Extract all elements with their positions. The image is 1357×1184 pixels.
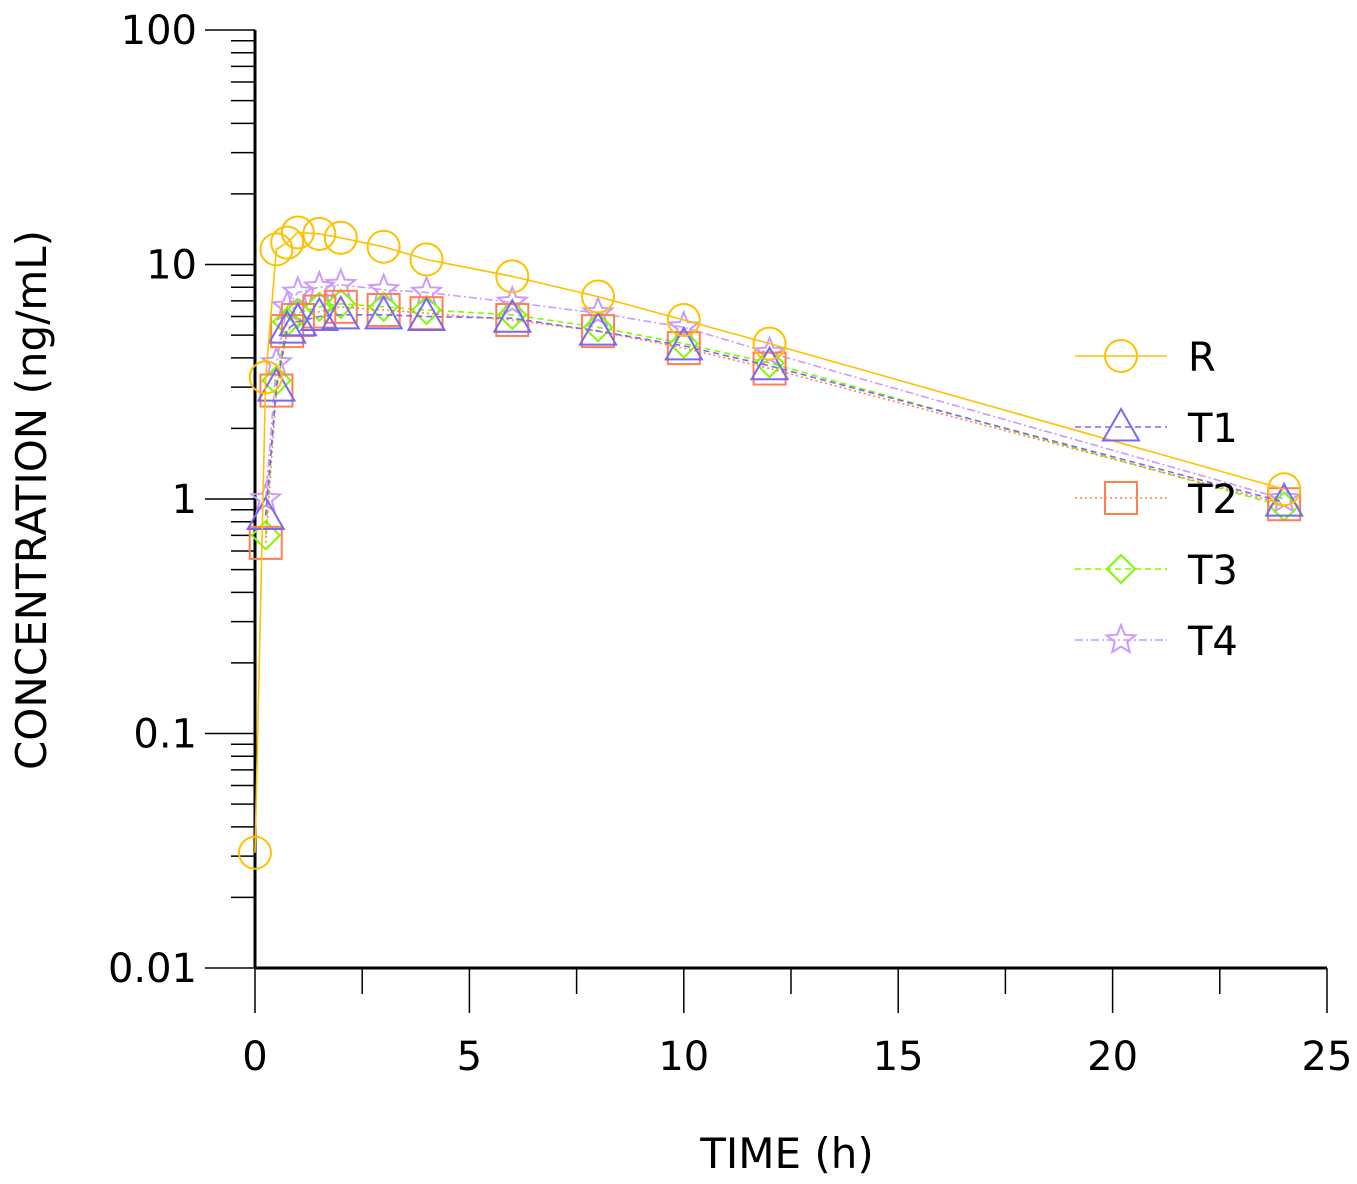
- data-point-R: [280, 215, 315, 250]
- legend-marker: [1104, 481, 1138, 515]
- data-point-T1: [664, 325, 704, 361]
- y-tick-label: 100: [121, 8, 197, 54]
- data-point-R: [259, 232, 294, 267]
- data-point-T2: [270, 314, 305, 349]
- data-point-R: [409, 242, 444, 277]
- legend-marker: [1104, 339, 1138, 373]
- series-T2: [248, 289, 1302, 560]
- data-point-T1: [749, 345, 790, 381]
- series-T4: [248, 266, 1302, 514]
- legend-item-R: R: [1075, 335, 1216, 381]
- x-tick-label: 25: [1302, 1034, 1353, 1080]
- series-R: [238, 215, 1302, 870]
- data-point-T4: [323, 266, 358, 300]
- data-point-R: [581, 279, 616, 314]
- data-point-T1: [492, 298, 533, 333]
- data-point-R: [323, 220, 358, 255]
- data-point-R: [666, 302, 701, 337]
- axes-layer: 0 5 10 15 20 25 0.01 0.1 1 10 100: [108, 8, 1353, 1080]
- data-point-T1: [267, 309, 307, 344]
- data-point-R: [302, 216, 337, 251]
- data-point-R: [270, 225, 305, 260]
- legend-item-T1: T1: [1075, 406, 1238, 452]
- data-point-T3: [496, 299, 528, 331]
- data-point-R: [238, 835, 272, 870]
- series-line-T2: [264, 305, 1285, 543]
- series-layer: [238, 215, 1304, 870]
- data-point-T2: [366, 292, 401, 327]
- legend-marker: [1104, 622, 1138, 655]
- data-point-T3: [754, 347, 785, 379]
- x-tick-label: 0: [242, 1034, 267, 1080]
- data-point-R: [495, 259, 530, 294]
- y-tick-label: 0.1: [133, 712, 197, 758]
- x-tick-label: 5: [457, 1034, 482, 1080]
- y-tick-label: 0.01: [108, 946, 197, 992]
- data-point-T3: [668, 328, 700, 359]
- x-tick-label: 20: [1087, 1034, 1138, 1080]
- data-point-T1: [1264, 482, 1304, 517]
- legend-item-T2: T2: [1075, 477, 1238, 523]
- series-line-R: [254, 231, 1285, 853]
- data-point-T3: [411, 294, 442, 326]
- x-tick-label: 15: [873, 1034, 924, 1080]
- series-line-T3: [264, 302, 1285, 536]
- data-point-T1: [406, 296, 447, 332]
- data-point-T3: [250, 519, 282, 551]
- data-point-T2: [259, 373, 294, 408]
- data-point-T2: [248, 525, 283, 560]
- legend: R T1 T2 T3 T4: [1075, 335, 1238, 665]
- series-T1: [245, 294, 1304, 531]
- data-point-T4: [752, 335, 787, 368]
- legend-marker: [1105, 553, 1137, 585]
- data-point-T2: [1267, 487, 1302, 522]
- data-point-T4: [495, 284, 530, 317]
- data-point-T3: [582, 311, 614, 343]
- data-point-T2: [752, 351, 787, 386]
- data-point-T1: [245, 495, 286, 531]
- data-point-T1: [256, 367, 297, 402]
- x-axis-title: TIME (h): [699, 1129, 874, 1178]
- legend-label: R: [1188, 335, 1216, 381]
- data-point-T1: [321, 294, 361, 330]
- data-point-R: [366, 229, 401, 264]
- y-axis-title: CONCENTRATION (ng/mL): [7, 230, 56, 770]
- legend-marker: [1101, 406, 1141, 442]
- y-tick-label: 10: [146, 243, 197, 289]
- data-point-T1: [363, 294, 404, 330]
- data-point-R: [752, 326, 787, 361]
- legend-label: T1: [1187, 406, 1238, 452]
- data-point-T3: [368, 291, 400, 323]
- data-point-T3: [325, 288, 357, 320]
- legend-label: T2: [1187, 477, 1238, 523]
- data-point-T1: [578, 311, 618, 346]
- data-point-R: [1267, 472, 1302, 507]
- legend-label: T3: [1187, 548, 1238, 594]
- data-point-T1: [299, 296, 340, 332]
- data-point-T2: [666, 331, 701, 366]
- legend-label: T4: [1187, 619, 1238, 665]
- y-tick-label: 1: [172, 477, 197, 523]
- data-point-T4: [248, 481, 283, 514]
- x-tick-label: 10: [658, 1034, 709, 1080]
- data-point-R: [248, 360, 283, 395]
- legend-item-T3: T3: [1075, 548, 1238, 594]
- legend-item-T4: T4: [1075, 619, 1238, 665]
